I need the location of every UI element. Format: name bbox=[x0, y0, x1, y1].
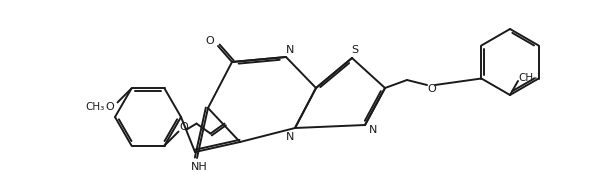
Text: S: S bbox=[352, 45, 359, 55]
Text: CH₃: CH₃ bbox=[86, 103, 105, 113]
Text: N: N bbox=[286, 132, 294, 142]
Text: O: O bbox=[427, 84, 436, 94]
Text: O: O bbox=[206, 36, 215, 46]
Text: O: O bbox=[105, 103, 114, 113]
Text: O: O bbox=[179, 122, 188, 132]
Text: NH: NH bbox=[191, 162, 207, 172]
Text: CH₃: CH₃ bbox=[519, 73, 538, 83]
Text: N: N bbox=[286, 45, 294, 55]
Text: N: N bbox=[369, 125, 377, 135]
